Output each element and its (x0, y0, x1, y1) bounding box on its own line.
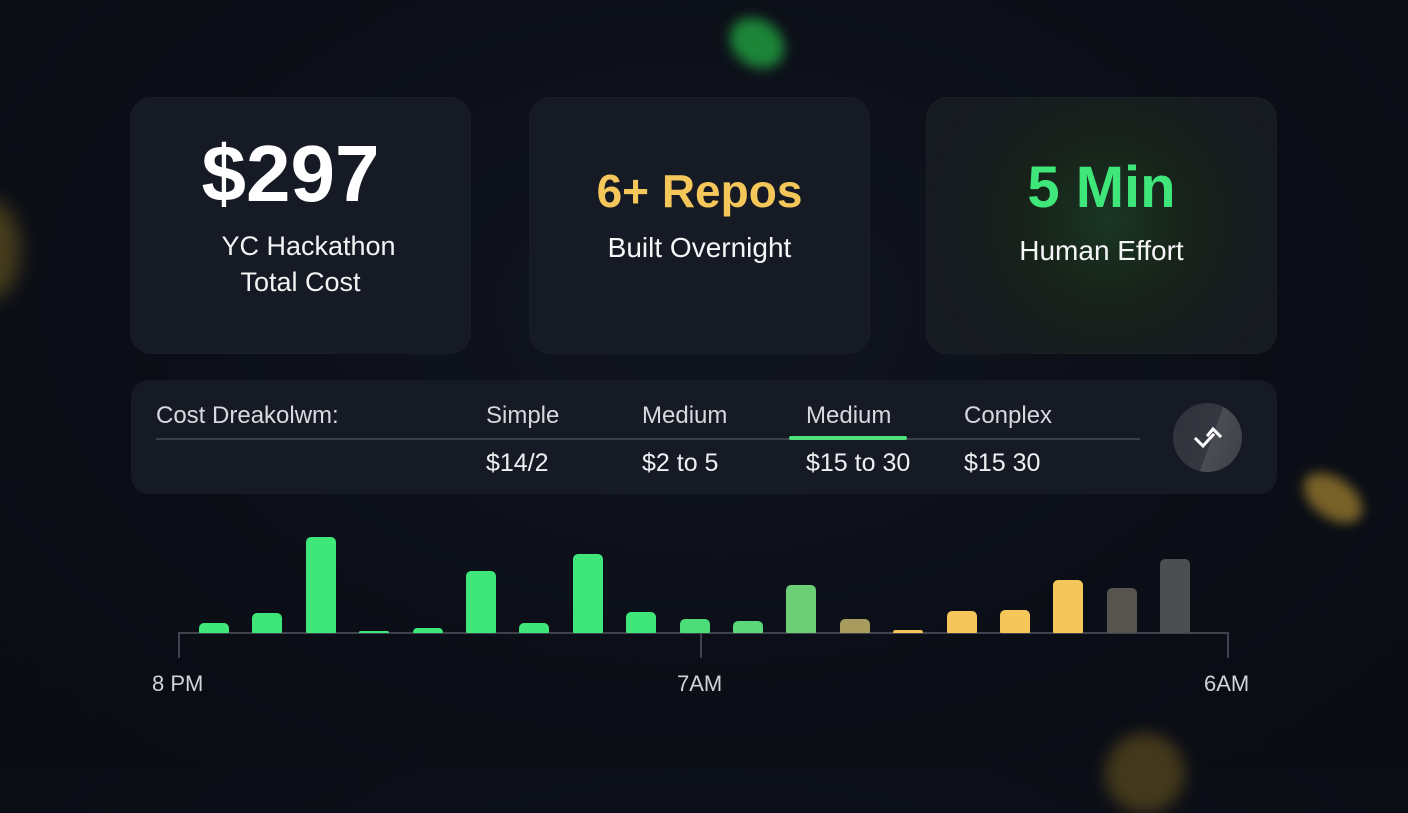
tier-simple[interactable]: Simple $14/2 (486, 402, 559, 478)
chart-bar (1106, 588, 1137, 633)
stat-card-repos: 6+ Repos Built Overnight (529, 97, 870, 354)
repos-label: Built Overnight (607, 231, 792, 263)
tier-medium[interactable]: Medium $2 to 5 (642, 402, 727, 478)
cost-breakdown-title: Cost Dreakolwm: (156, 402, 339, 429)
stat-card-human-effort: 5 Min Human Effort (926, 97, 1277, 354)
tier-header: Conplex (964, 402, 1053, 429)
decorative-green-coin (720, 7, 794, 79)
x-tick-mid (700, 632, 702, 658)
chart-bar (1160, 559, 1191, 633)
tier-header: Medium (806, 402, 892, 429)
chart-bar (199, 623, 229, 633)
chart-bar (412, 628, 443, 633)
chart-bar (786, 585, 817, 633)
chart-bar (839, 619, 870, 633)
x-label-end: 6AM (1204, 671, 1250, 696)
cost-breakdown-divider (156, 438, 1140, 440)
human-effort-value: 5 Min (1027, 154, 1176, 220)
tier-value: $15 30 (964, 449, 1041, 477)
decorative-gold-coin-left (0, 200, 20, 300)
total-cost-label-line2: Total Cost (240, 266, 361, 297)
human-effort-label: Human Effort (1019, 234, 1184, 266)
total-cost-value: $297 (201, 128, 380, 218)
tier-header: Medium (642, 402, 728, 429)
x-tick-end (1227, 632, 1229, 658)
tier-complex[interactable]: Conplex $15 30 (964, 402, 1052, 478)
tier-header: Simple (486, 402, 560, 429)
active-tier-indicator (789, 436, 907, 440)
chart-bar (1053, 580, 1084, 633)
chart-bar (519, 623, 550, 633)
chart-bar (252, 613, 283, 633)
chart-bar (572, 554, 603, 633)
tier-medium-active[interactable]: Medium $15 to 30 (789, 402, 911, 478)
chart-bar (305, 537, 336, 633)
chart-bar (679, 619, 710, 633)
chart-bar (359, 631, 390, 633)
tier-value: $2 to 5 (642, 449, 719, 477)
decorative-gold-coin-bottom (1105, 733, 1185, 813)
stat-card-total-cost: $297 YC Hackathon Total Cost (130, 97, 471, 354)
x-label-mid: 7AM (677, 671, 723, 696)
total-cost-label-line1: YC Hackathon (221, 230, 396, 261)
chart-bar (626, 612, 657, 633)
repos-value: 6+ Repos (596, 164, 803, 217)
total-cost-label: YC Hackathon Total Cost (205, 228, 395, 300)
breakdown-action-button[interactable] (1173, 403, 1242, 472)
decorative-gold-coin-right (1294, 462, 1372, 534)
tier-value: $15 to 30 (806, 449, 911, 477)
x-label-start: 8 PM (152, 671, 204, 696)
chart-bar (1000, 610, 1030, 633)
tier-value: $14/2 (486, 449, 549, 477)
chart-bar (946, 611, 977, 633)
x-tick-start (178, 632, 180, 658)
chart-bar (466, 571, 496, 633)
check-swap-icon (1193, 426, 1222, 448)
chart-bar (733, 621, 763, 633)
chart-bar (893, 630, 924, 633)
cost-breakdown-panel: Cost Dreakolwm: Simple $14/2 Medium $2 t… (131, 380, 1277, 494)
